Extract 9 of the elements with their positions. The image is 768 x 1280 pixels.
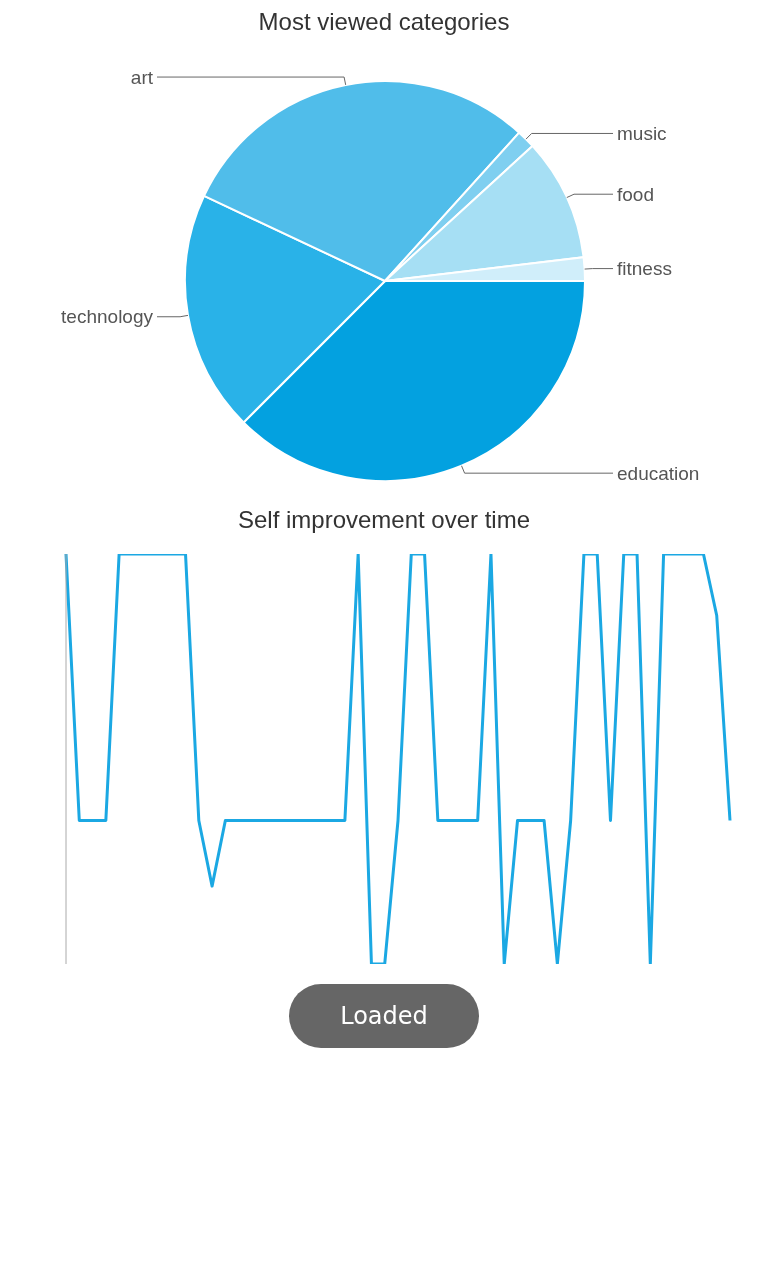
chart-title: Self improvement over time — [236, 506, 532, 534]
toast-message: Loaded — [289, 984, 479, 1048]
slice-label: food — [617, 183, 654, 205]
slice-label: art — [130, 66, 154, 88]
slice-label: music — [617, 123, 667, 145]
chart-title: Most viewed categories — [257, 8, 511, 36]
slice-label: fitness — [617, 258, 672, 280]
slice-label: technology — [61, 306, 154, 328]
slice-label: education — [617, 462, 700, 484]
